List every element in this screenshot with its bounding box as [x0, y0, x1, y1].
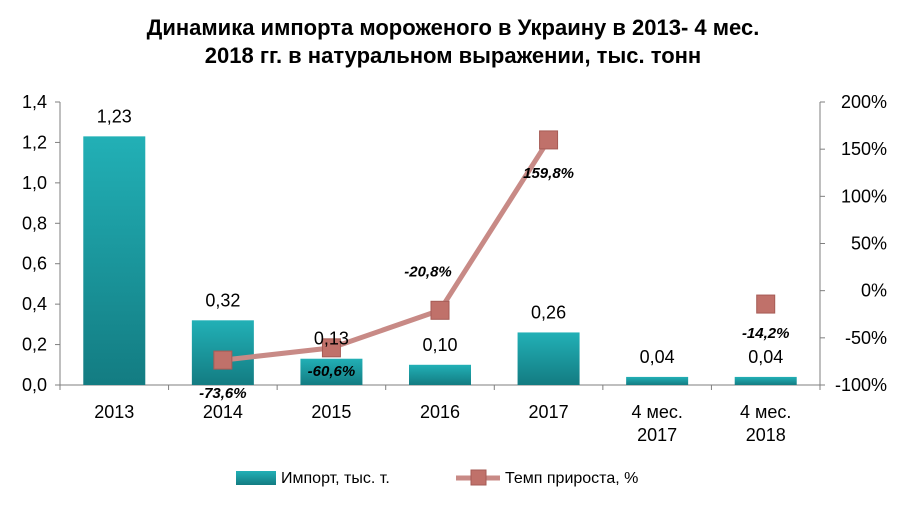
chart-title-line-1: Динамика импорта мороженого в Украину в …: [146, 15, 760, 40]
chart-title-line-2: 2018 гг. в натуральном выражении, тыс. т…: [204, 43, 702, 68]
x-tick-label: 4 мес.: [740, 402, 791, 422]
chart-title: Динамика импорта мороженого в Украину в …: [0, 14, 906, 70]
x-tick-label: 2015: [311, 402, 351, 422]
growth-marker: [321, 338, 341, 358]
bar: [626, 376, 689, 385]
x-tick-label: 4 мес.: [631, 402, 682, 422]
legend: Импорт, тыс. т. Темп прироста, %: [236, 469, 638, 487]
bar: [300, 358, 363, 385]
bar-value-label: 0,13: [314, 329, 349, 349]
growth-value-label: -73,6%: [199, 385, 247, 402]
right-tick-label: -100%: [835, 375, 887, 395]
right-tick-label: 0%: [861, 281, 887, 301]
left-tick-label: 0,6: [22, 254, 47, 274]
right-tick-label: 50%: [851, 234, 887, 254]
left-tick-label: 0,0: [22, 375, 47, 395]
growth-value-label: -14,2%: [742, 325, 790, 342]
data-labels: 1,23 0,32 0,13 0,10 0,26 0,04 0,04 -73,6% -60,6%…: [97, 106, 790, 402]
legend-marker-growth: [470, 469, 487, 486]
bar-value-label: 1,23: [97, 106, 132, 126]
left-tick-label: 1,0: [22, 173, 47, 193]
x-tick-label: 2013: [94, 402, 134, 422]
left-tick-label: 1,4: [22, 92, 47, 112]
bar: [83, 136, 146, 385]
bar-value-label: 0,32: [205, 290, 240, 310]
right-tick-label: 200%: [841, 92, 887, 112]
growth-value-label: -20,8%: [404, 263, 452, 280]
bar: [734, 376, 797, 385]
left-tick-label: 0,2: [22, 335, 47, 355]
x-tick-label: 2017: [637, 425, 677, 445]
growth-value-label: -60,6%: [308, 363, 356, 380]
left-tick-label: 1,2: [22, 132, 47, 152]
axes: 0,0 0,2 0,4 0,6 0,8 1,0 1,2 1,4 -100% -50% 0% 50% 10…: [22, 92, 887, 445]
growth-value-label: 159,8%: [523, 165, 574, 182]
growth-marker: [756, 294, 776, 314]
bar-series: [83, 136, 797, 385]
bar: [517, 332, 580, 385]
bar: [409, 364, 471, 385]
right-tick-label: -50%: [845, 328, 887, 348]
left-tick-label: 0,8: [22, 213, 47, 233]
left-tick-label: 0,4: [22, 294, 47, 314]
bar-value-label: 0,04: [748, 347, 783, 367]
line-series: [213, 130, 776, 370]
x-tick-label: 2018: [746, 425, 786, 445]
x-tick-label: 2017: [529, 402, 569, 422]
x-tick-label: 2016: [420, 402, 460, 422]
legend-label-growth: Темп прироста, %: [505, 470, 638, 487]
bar-value-label: 0,10: [422, 335, 457, 355]
bar-value-label: 0,26: [531, 302, 566, 322]
growth-line: [222, 138, 551, 363]
growth-marker: [430, 300, 450, 320]
bar-value-label: 0,04: [640, 347, 675, 367]
growth-marker: [213, 350, 233, 370]
right-tick-label: 100%: [841, 186, 887, 206]
x-tick-label: 2014: [203, 402, 243, 422]
growth-marker: [539, 130, 559, 150]
right-tick-label: 150%: [841, 139, 887, 159]
legend-swatch-import: [236, 471, 276, 485]
legend-label-import: Импорт, тыс. т.: [281, 470, 390, 487]
